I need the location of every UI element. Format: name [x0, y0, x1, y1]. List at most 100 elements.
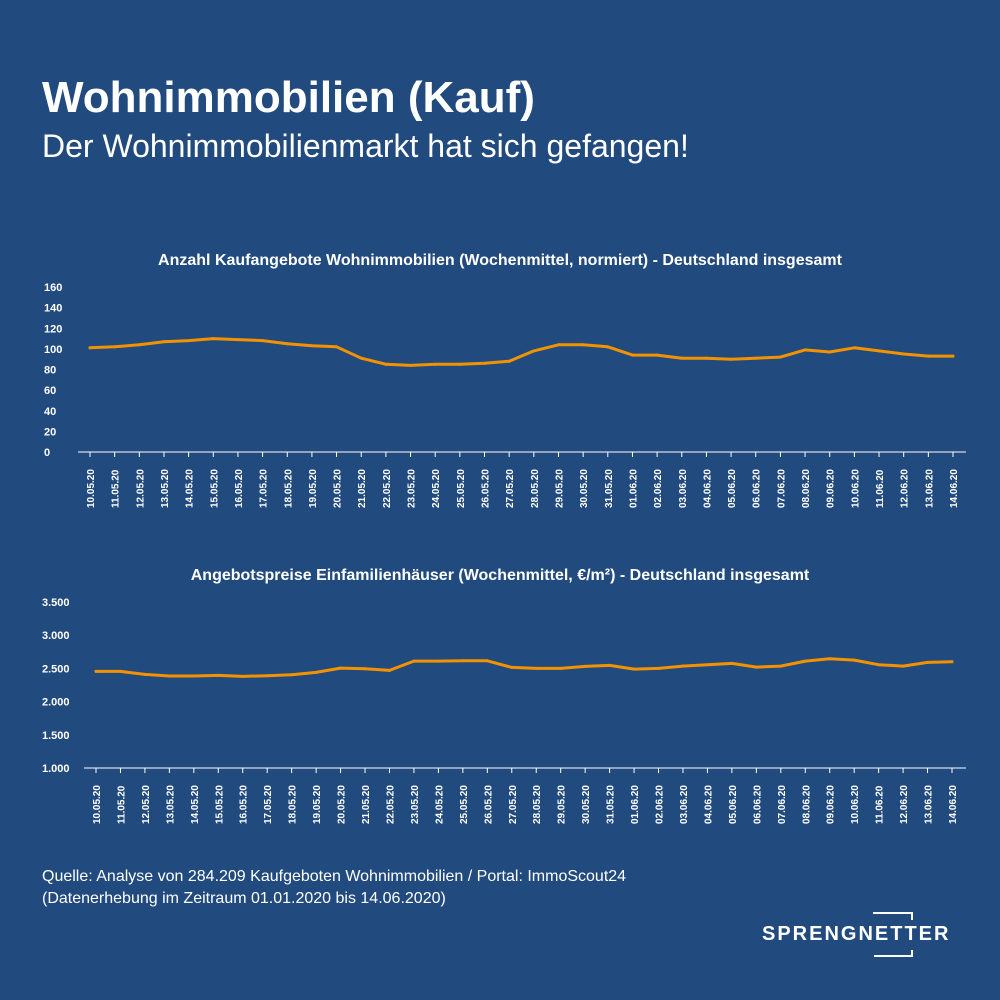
offers-data-point [630, 353, 634, 357]
prices-ytick-label: 3.000 [42, 630, 70, 642]
offers-xtick-label: 17.05.20 [259, 469, 270, 508]
chart-offers: 0 20 40 60 80 100 120 140 160 10.05.20 11.05.20 12.… [44, 282, 966, 508]
prices-data-point [950, 660, 954, 664]
source-line-2: (Datenerhebung im Zeitraum 01.01.2020 bi… [42, 890, 446, 907]
offers-xtick-label: 12.05.20 [135, 469, 146, 508]
source-line-1: Quelle: Analyse von 284.209 Kaufgeboten … [42, 868, 627, 885]
prices-xtick-label: 22.05.20 [385, 785, 396, 824]
offers-xtick-label: 30.05.20 [579, 469, 590, 508]
prices-xtick-label: 05.06.20 [728, 785, 739, 824]
offers-data-point [483, 361, 487, 365]
offers-ytick-label: 0 [44, 447, 50, 459]
offers-data-point [778, 355, 782, 359]
offers-data-point [335, 345, 339, 349]
prices-xtick-label: 14.06.20 [948, 785, 959, 824]
prices-xtick-label: 07.06.20 [777, 785, 788, 824]
offers-data-point [729, 357, 733, 361]
offers-ytick-label: 120 [44, 323, 62, 335]
offers-xtick-label: 11.06.20 [875, 469, 886, 508]
offers-xtick-label: 25.05.20 [456, 469, 467, 508]
offers-data-point [754, 356, 758, 360]
offers-data-point [211, 337, 215, 341]
prices-xtick-label: 12.05.20 [141, 785, 152, 824]
offers-xtick-label: 16.05.20 [234, 469, 245, 508]
offers-xtick-label: 01.06.20 [628, 469, 639, 508]
prices-data-point [510, 665, 514, 669]
offers-xtick-label: 10.05.20 [86, 469, 97, 508]
offers-ytick-label: 20 [44, 426, 56, 438]
prices-xtick-label: 01.06.20 [630, 785, 641, 824]
offers-ytick-label: 80 [44, 365, 56, 377]
prices-data-point [339, 666, 343, 670]
prices-data-point [657, 666, 661, 670]
prices-xtick-label: 17.05.20 [263, 785, 274, 824]
prices-data-point [167, 674, 171, 678]
offers-series-line [88, 337, 955, 367]
chart-prices: 1.000 1.500 2.000 2.500 3.000 3.500 10.05.20 11… [42, 597, 966, 824]
offers-xtick-label: 02.06.20 [653, 469, 664, 508]
offers-xtick-label: 14.05.20 [185, 469, 196, 508]
prices-xtick-label: 19.05.20 [312, 785, 323, 824]
prices-xtick-label: 23.05.20 [410, 785, 421, 824]
offers-xtick-label: 13.06.20 [924, 469, 935, 508]
offers-xtick-label: 07.06.20 [776, 469, 787, 508]
prices-xtick-label: 20.05.20 [337, 785, 348, 824]
prices-xtick-label: 13.06.20 [924, 785, 935, 824]
prices-data-point [387, 668, 391, 672]
offers-xtick-label: 22.05.20 [382, 469, 393, 508]
prices-xtick-label: 06.06.20 [752, 785, 763, 824]
prices-data-point [632, 667, 636, 671]
prices-xtick-label: 03.06.20 [679, 785, 690, 824]
logo-bracket-icon [873, 912, 913, 957]
offers-data-point [852, 346, 856, 350]
offers-xtick-label: 12.06.20 [900, 469, 911, 508]
offers-xtick-label: 24.05.20 [431, 469, 442, 508]
prices-xtick-label: 15.05.20 [214, 785, 225, 824]
prices-data-point [877, 663, 881, 667]
prices-data-point [559, 666, 563, 670]
prices-xtick-label: 21.05.20 [361, 785, 372, 824]
offers-xtick-label: 28.05.20 [530, 469, 541, 508]
offers-data-point [507, 359, 511, 363]
offers-xtick-label: 20.05.20 [333, 469, 344, 508]
prices-ytick-label: 2.000 [42, 697, 70, 709]
prices-data-point [705, 663, 709, 667]
prices-xtick-label: 08.06.20 [801, 785, 812, 824]
offers-data-point [902, 352, 906, 356]
prices-data-point [730, 661, 734, 665]
prices-ytick-label: 1.000 [42, 763, 70, 775]
prices-data-point [534, 666, 538, 670]
prices-xtick-label: 04.06.20 [703, 785, 714, 824]
offers-data-point [458, 362, 462, 366]
offers-data-point [409, 363, 413, 367]
offers-ytick-label: 60 [44, 385, 56, 397]
offers-data-point [310, 344, 314, 348]
offers-xtick-label: 06.06.20 [752, 469, 763, 508]
offers-xtick-label: 03.06.20 [678, 469, 689, 508]
offers-data-point [680, 356, 684, 360]
prices-xtick-label: 02.06.20 [655, 785, 666, 824]
offers-xtick-label: 26.05.20 [481, 469, 492, 508]
offers-xtick-label: 14.06.20 [949, 469, 960, 508]
offers-data-point [951, 354, 955, 358]
offers-data-point [236, 338, 240, 342]
offers-data-point [606, 345, 610, 349]
offers-data-point [877, 349, 881, 353]
offers-ytick-label: 100 [44, 344, 62, 356]
prices-xtick-label: 18.05.20 [288, 785, 299, 824]
prices-xtick-label: 31.05.20 [606, 785, 617, 824]
offers-xtick-label: 05.06.20 [727, 469, 738, 508]
offers-data-point [655, 353, 659, 357]
prices-data-point [779, 664, 783, 668]
prices-data-point [681, 664, 685, 668]
prices-xtick-label: 28.05.20 [532, 785, 543, 824]
offers-data-point [828, 350, 832, 354]
prices-data-point [290, 673, 294, 677]
offers-ytick-label: 160 [44, 282, 62, 294]
offers-data-point [359, 356, 363, 360]
prices-data-point [461, 659, 465, 663]
offers-xtick-label: 21.05.20 [357, 469, 368, 508]
prices-xtick-label: 13.05.20 [165, 785, 176, 824]
prices-xtick-label: 09.06.20 [826, 785, 837, 824]
prices-data-point [363, 667, 367, 671]
